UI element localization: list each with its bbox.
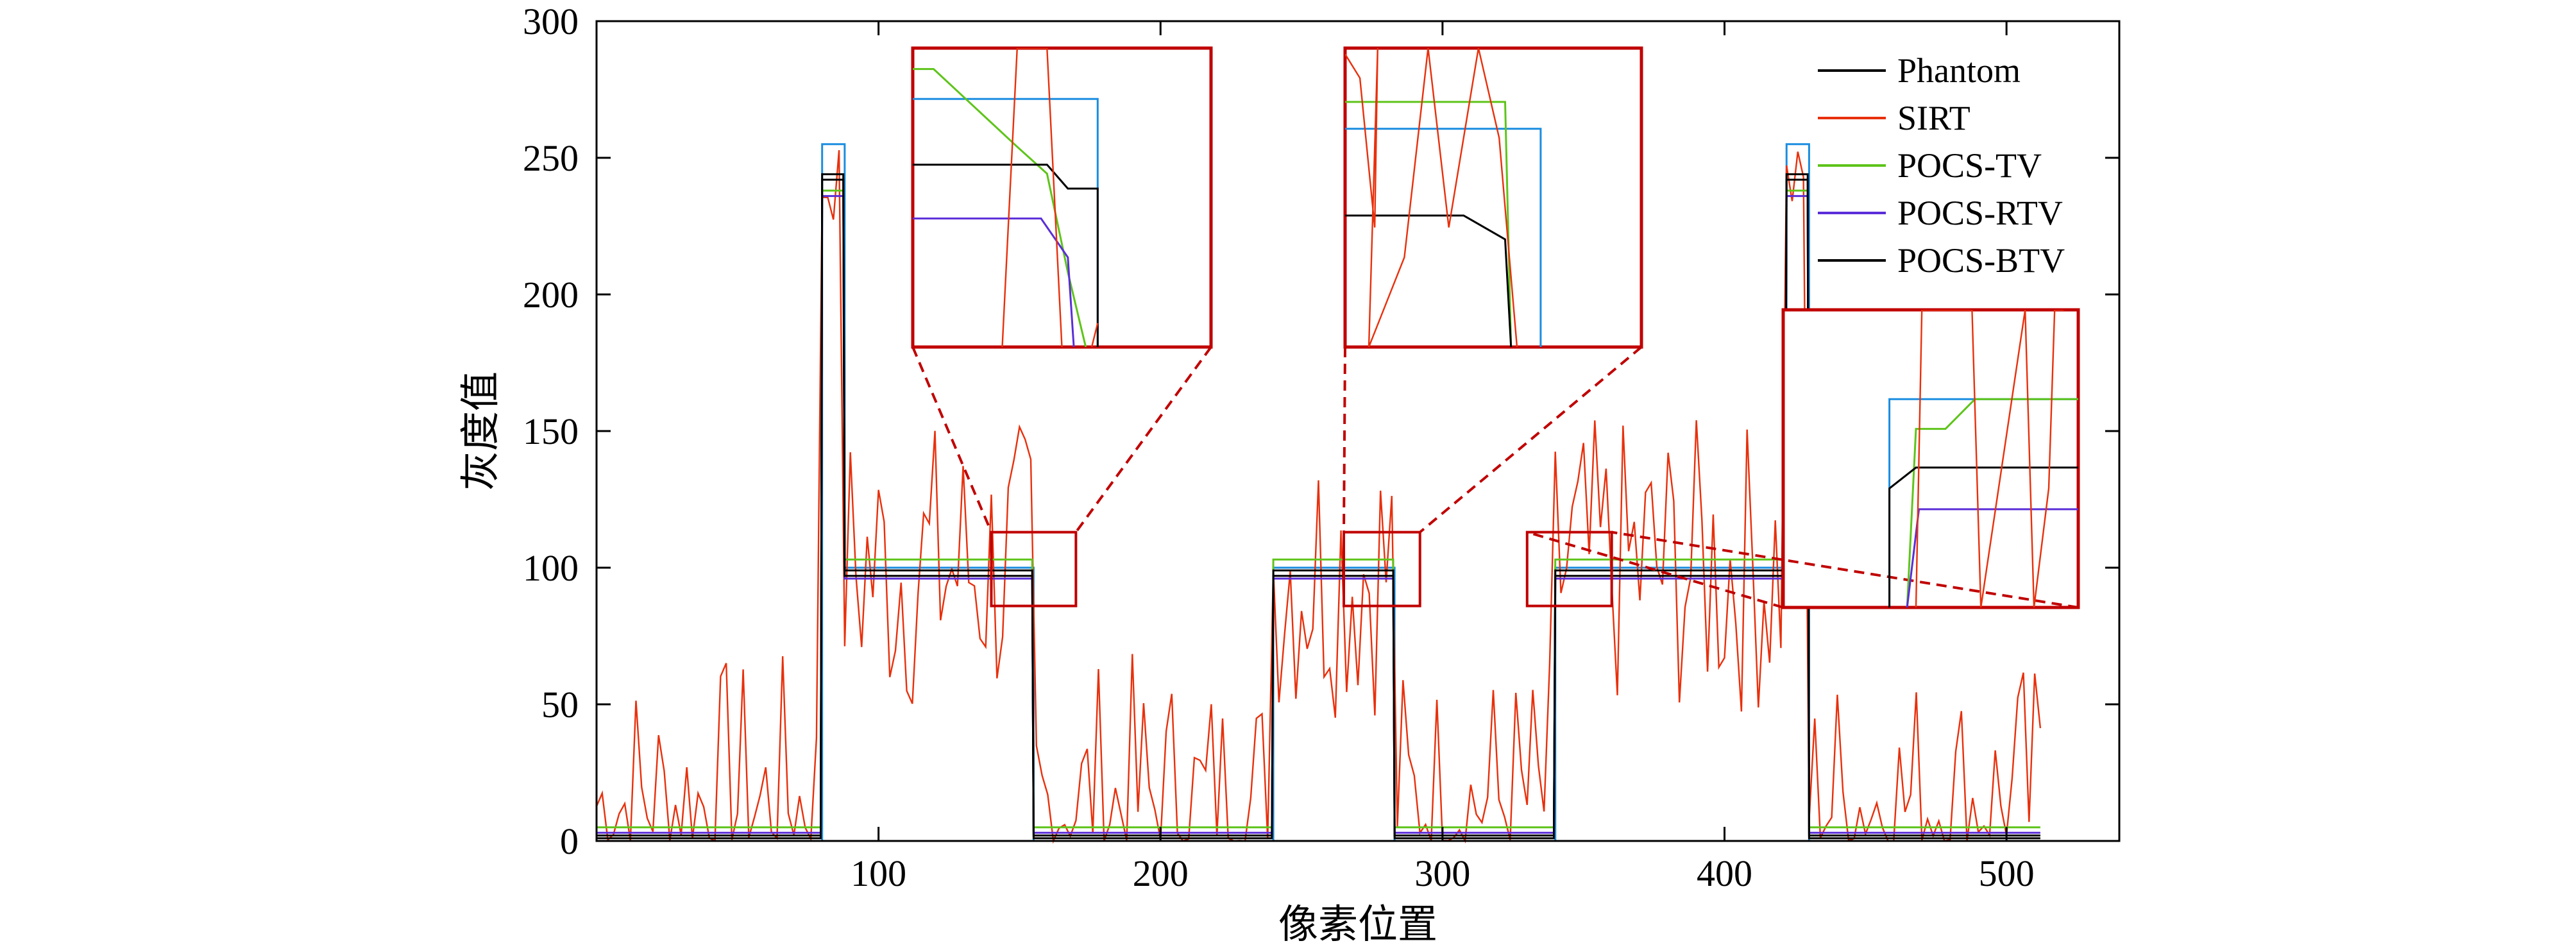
inset-line-phantom: [1888, 466, 2078, 607]
legend-label-phantom: Phantom: [1897, 51, 2021, 90]
x-tick-label: 500: [1979, 852, 2035, 894]
y-tick-label: 300: [523, 1, 579, 42]
y-tick-label: 0: [560, 820, 579, 862]
zoom-connector: [1419, 346, 1643, 534]
zoom-inset-content: [913, 48, 1099, 347]
inset-line-phantom: [913, 164, 1099, 347]
x-tick-label: 300: [1414, 852, 1470, 894]
inset-line-sirt: [1345, 48, 1518, 347]
inset-line-pocs-tv: [913, 68, 1087, 347]
series-line-pocs-btv: [597, 173, 2040, 840]
y-tick-label: 150: [523, 411, 579, 452]
inset-line-sirt: [1001, 48, 1063, 347]
series-line-pocs-tv: [597, 189, 2040, 829]
legend-label-sirt: SIRT: [1897, 99, 1970, 137]
zoom-inset-content: [1888, 310, 2078, 607]
zoom-connector: [1527, 530, 1784, 609]
inset-line-phantom: [1345, 214, 1513, 347]
inset-line-sirt: [1915, 310, 2063, 607]
x-axis-title: 像素位置: [1278, 901, 1437, 947]
zoom-source-box: [1343, 530, 1421, 607]
zoom-inset-box: [1781, 308, 2080, 609]
zoom-inset-box: [1343, 46, 1643, 349]
legend-label-pocs-rtv: POCS-RTV: [1897, 194, 2063, 232]
x-tick-label: 200: [1133, 852, 1189, 894]
inset-line-pocs-rtv: [1906, 508, 2078, 607]
inset-line-pocs-rtv: [913, 217, 1075, 347]
inset-line-reference: [1345, 128, 1542, 347]
y-tick-label: 50: [541, 684, 579, 725]
y-tick-label: 200: [523, 274, 579, 316]
zoom-connector: [1611, 530, 2079, 609]
inset-line-sirt: [1090, 323, 1099, 347]
inset-line-pocs-tv: [1345, 101, 1513, 347]
inset-line-pocs-tv: [1906, 398, 2078, 607]
series-line-pocs-rtv: [597, 195, 2040, 834]
series-line-reference: [597, 143, 2040, 842]
zoom-connector: [911, 346, 993, 533]
legend: Phantom SIRT POCS-TV POCS-RTV POCS-BTV: [1818, 51, 2065, 280]
zoom-source-box: [1525, 530, 1613, 607]
series-line-phantom: [597, 178, 2040, 836]
zoom-source-box: [990, 530, 1078, 607]
zoom-inset-box: [911, 46, 1213, 349]
zoom-inset-content: [1345, 48, 1542, 347]
y-axis-title: 灰度值: [457, 371, 504, 491]
y-tick-label: 250: [523, 137, 579, 179]
legend-label-pocs-btv: POCS-BTV: [1897, 241, 2065, 280]
zoom-connector: [1343, 346, 1346, 532]
legend-label-pocs-tv: POCS-TV: [1897, 146, 2042, 185]
x-tick-label: 400: [1697, 852, 1752, 894]
zoom-connector: [1074, 346, 1212, 533]
y-tick-label: 100: [523, 547, 579, 589]
x-tick-label: 100: [851, 852, 906, 894]
